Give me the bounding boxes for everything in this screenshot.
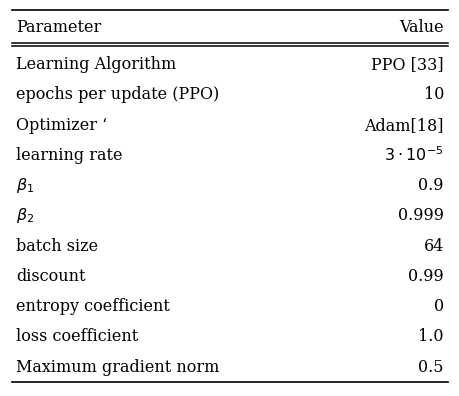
Text: 1.0: 1.0 [418, 328, 443, 345]
Text: PPO [33]: PPO [33] [370, 56, 443, 73]
Text: Learning Algorithm: Learning Algorithm [16, 56, 176, 73]
Text: 0.5: 0.5 [418, 358, 443, 375]
Text: 64: 64 [423, 238, 443, 255]
Text: 0.999: 0.999 [397, 208, 443, 224]
Text: Value: Value [398, 19, 443, 36]
Text: Adam[18]: Adam[18] [364, 116, 443, 133]
Text: 10: 10 [423, 86, 443, 103]
Text: $\beta_1$: $\beta_1$ [16, 176, 34, 195]
Text: batch size: batch size [16, 238, 98, 255]
Text: Parameter: Parameter [16, 19, 101, 36]
Text: 0.9: 0.9 [418, 177, 443, 194]
Text: loss coefficient: loss coefficient [16, 328, 138, 345]
Text: 0.99: 0.99 [407, 268, 443, 285]
Text: Maximum gradient norm: Maximum gradient norm [16, 358, 219, 375]
Text: learning rate: learning rate [16, 147, 123, 164]
Text: $\beta_2$: $\beta_2$ [16, 206, 34, 225]
Text: entropy coefficient: entropy coefficient [16, 298, 170, 315]
Text: 0: 0 [433, 298, 443, 315]
Text: discount: discount [16, 268, 85, 285]
Text: epochs per update (PPO): epochs per update (PPO) [16, 86, 219, 103]
Text: $3 \cdot 10^{-5}$: $3 \cdot 10^{-5}$ [384, 146, 443, 165]
Text: Optimizer ‘: Optimizer ‘ [16, 116, 107, 133]
